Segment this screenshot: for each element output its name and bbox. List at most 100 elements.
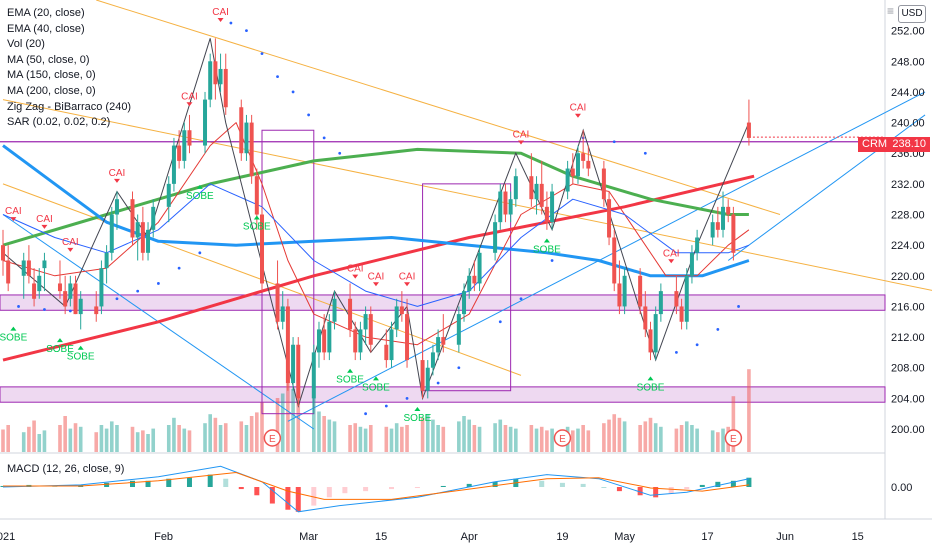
volume-bar	[177, 425, 181, 452]
candle-body	[260, 214, 264, 284]
volume-bar	[710, 430, 715, 452]
range-box	[422, 183, 512, 392]
sobe-label: SOBE	[67, 352, 95, 363]
volume-bar	[368, 425, 373, 452]
volume-bar	[436, 425, 440, 452]
candle-body	[477, 252, 482, 284]
volume-bar	[286, 372, 290, 452]
volume-bar	[223, 423, 228, 452]
volume-bar	[135, 432, 140, 452]
candle-body	[513, 176, 518, 200]
macd-histogram-bar	[616, 487, 622, 492]
legend-item[interactable]: MA (150, close, 0)	[7, 69, 96, 82]
candle	[353, 321, 358, 361]
candle-body	[508, 199, 513, 215]
sar-dot	[276, 75, 279, 79]
macd-line	[2, 465, 750, 513]
candle-body	[368, 314, 373, 345]
macd-histogram-bar	[311, 487, 317, 506]
sobe-marker	[56, 338, 63, 343]
candle-body	[21, 260, 26, 276]
candle	[249, 114, 254, 184]
price-tick-label: 220.00	[891, 271, 925, 283]
volume-bar	[431, 419, 435, 452]
macd-histogram-bar	[269, 487, 275, 504]
volume-bar	[291, 389, 295, 452]
ma-line-1	[2, 147, 749, 247]
candle	[218, 53, 223, 92]
macd-histogram-bar	[559, 482, 565, 487]
sobe-label: SOBE	[362, 382, 390, 393]
volume-bar	[539, 426, 544, 452]
sar-dot	[384, 404, 388, 408]
sobe-marker	[647, 376, 654, 381]
scale-menu-icon[interactable]: ≡	[886, 4, 894, 18]
legend-item[interactable]: EMA (20, close)	[7, 7, 85, 19]
candle	[6, 245, 11, 292]
candle-body	[109, 214, 114, 253]
candle-body	[679, 306, 684, 322]
candle-body	[140, 222, 145, 253]
cai-marker	[217, 17, 224, 22]
candle-body	[166, 183, 171, 207]
legend-item[interactable]: Zig Zag - BiBarraco (240)	[7, 100, 132, 113]
volume-bar	[384, 426, 389, 452]
candle	[291, 337, 296, 391]
candle	[296, 337, 301, 407]
legend-item[interactable]: MA (200, close, 0)	[7, 84, 96, 97]
cai-label: CAI	[347, 264, 364, 275]
earnings-label: E	[559, 434, 566, 445]
candle	[674, 275, 679, 315]
candle-body	[254, 176, 259, 215]
macd-legend[interactable]: MACD (12, 26, close, 9)	[7, 463, 125, 475]
legend-item[interactable]: MA (50, close, 0)	[7, 53, 90, 66]
ma-line-2	[2, 144, 750, 278]
sar-dot	[364, 412, 367, 416]
candle	[405, 298, 410, 368]
time-tick-label: Jun	[776, 531, 794, 543]
price-tick-label: 200.00	[891, 424, 925, 436]
volume-bar	[731, 396, 736, 452]
cai-label: CAI	[399, 271, 416, 282]
cai-marker	[41, 224, 48, 229]
candle	[368, 306, 373, 353]
candle-body	[462, 291, 467, 315]
sar-dot	[550, 259, 554, 262]
candle-body	[6, 260, 11, 284]
legend-item[interactable]: EMA (40, close)	[7, 22, 85, 35]
macd-histogram-bar	[342, 487, 348, 494]
candle-body	[1, 245, 5, 261]
currency-badge[interactable]: USD	[898, 5, 926, 23]
price-tick-label: 204.00	[891, 393, 925, 405]
candle	[311, 344, 316, 414]
volume-bar	[747, 369, 751, 452]
volume-bar	[358, 426, 363, 452]
candle-body	[363, 314, 368, 330]
candle-body	[249, 122, 254, 177]
candle-body	[177, 145, 182, 161]
legend-item[interactable]: Vol (20)	[7, 38, 45, 51]
volume-bar	[187, 430, 192, 452]
candle	[493, 214, 498, 261]
sobe-label: SOBE	[46, 344, 74, 355]
volume-bar	[130, 426, 135, 452]
candle	[508, 191, 513, 223]
candle-body	[239, 107, 244, 154]
volume-bar	[1, 429, 5, 452]
volume-bar	[99, 425, 104, 452]
candle-body	[581, 153, 586, 161]
volume-bar	[280, 393, 285, 452]
volume-bar	[498, 419, 503, 452]
macd-histogram-bar	[104, 482, 110, 487]
sobe-label: SOBE	[533, 244, 561, 255]
candle	[581, 130, 586, 169]
candle-body	[550, 191, 555, 223]
candle-body	[534, 183, 539, 200]
candle	[316, 321, 321, 368]
candle	[425, 360, 430, 399]
volume-bar	[218, 425, 223, 452]
legend-item[interactable]: SAR (0.02, 0.02, 0.2)	[7, 116, 111, 129]
candle-body	[612, 237, 617, 284]
